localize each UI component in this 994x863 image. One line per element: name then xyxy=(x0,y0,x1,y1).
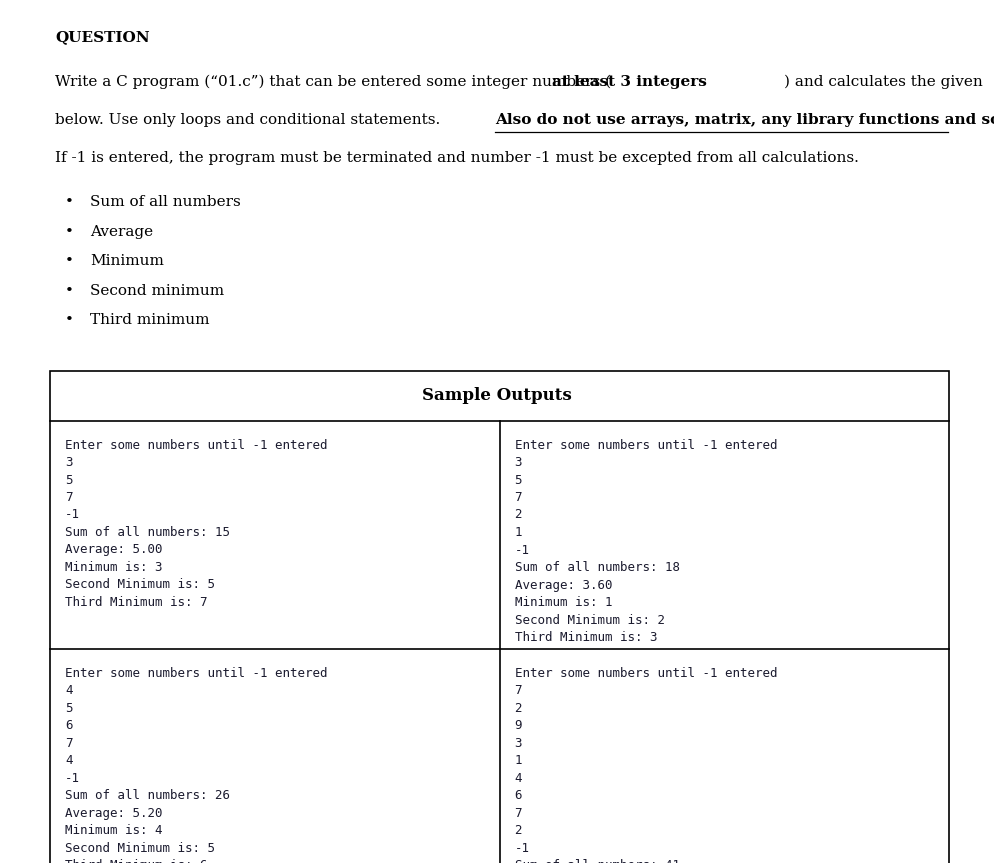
Text: •: • xyxy=(65,313,74,327)
Text: ) and calculates the given: ) and calculates the given xyxy=(784,75,983,90)
Text: Third minimum: Third minimum xyxy=(90,313,210,327)
Text: Enter some numbers until -1 entered
3
5
7
2
1
-1
Sum of all numbers: 18
Average:: Enter some numbers until -1 entered 3 5 … xyxy=(515,438,777,644)
Text: Enter some numbers until -1 entered
3
5
7
-1
Sum of all numbers: 15
Average: 5.0: Enter some numbers until -1 entered 3 5 … xyxy=(65,438,327,609)
Text: QUESTION: QUESTION xyxy=(55,30,150,44)
Text: below. Use only loops and conditional statements.: below. Use only loops and conditional st… xyxy=(55,113,445,127)
Text: at least 3 integers: at least 3 integers xyxy=(552,75,707,89)
Text: If -1 is entered, the program must be terminated and number -1 must be excepted : If -1 is entered, the program must be te… xyxy=(55,151,859,165)
Text: Also do not use arrays, matrix, any library functions and so on.: Also do not use arrays, matrix, any libr… xyxy=(495,113,994,127)
Text: •: • xyxy=(65,254,74,268)
Text: •: • xyxy=(65,284,74,298)
Text: •: • xyxy=(65,195,74,209)
Text: Write a C program (“01.c”) that can be entered some integer numbers (: Write a C program (“01.c”) that can be e… xyxy=(55,75,611,90)
Text: Minimum: Minimum xyxy=(90,254,164,268)
Text: Enter some numbers until -1 entered
4
5
6
7
4
-1
Sum of all numbers: 26
Average:: Enter some numbers until -1 entered 4 5 … xyxy=(65,666,327,863)
Text: Enter some numbers until -1 entered
7
2
9
3
1
4
6
7
2
-1
Sum of all numbers: 41
: Enter some numbers until -1 entered 7 2 … xyxy=(515,666,777,863)
Text: Sum of all numbers: Sum of all numbers xyxy=(90,195,241,209)
Text: Second minimum: Second minimum xyxy=(90,284,224,298)
Text: Sample Outputs: Sample Outputs xyxy=(422,387,572,404)
Text: Average: Average xyxy=(90,224,153,238)
Text: •: • xyxy=(65,224,74,238)
